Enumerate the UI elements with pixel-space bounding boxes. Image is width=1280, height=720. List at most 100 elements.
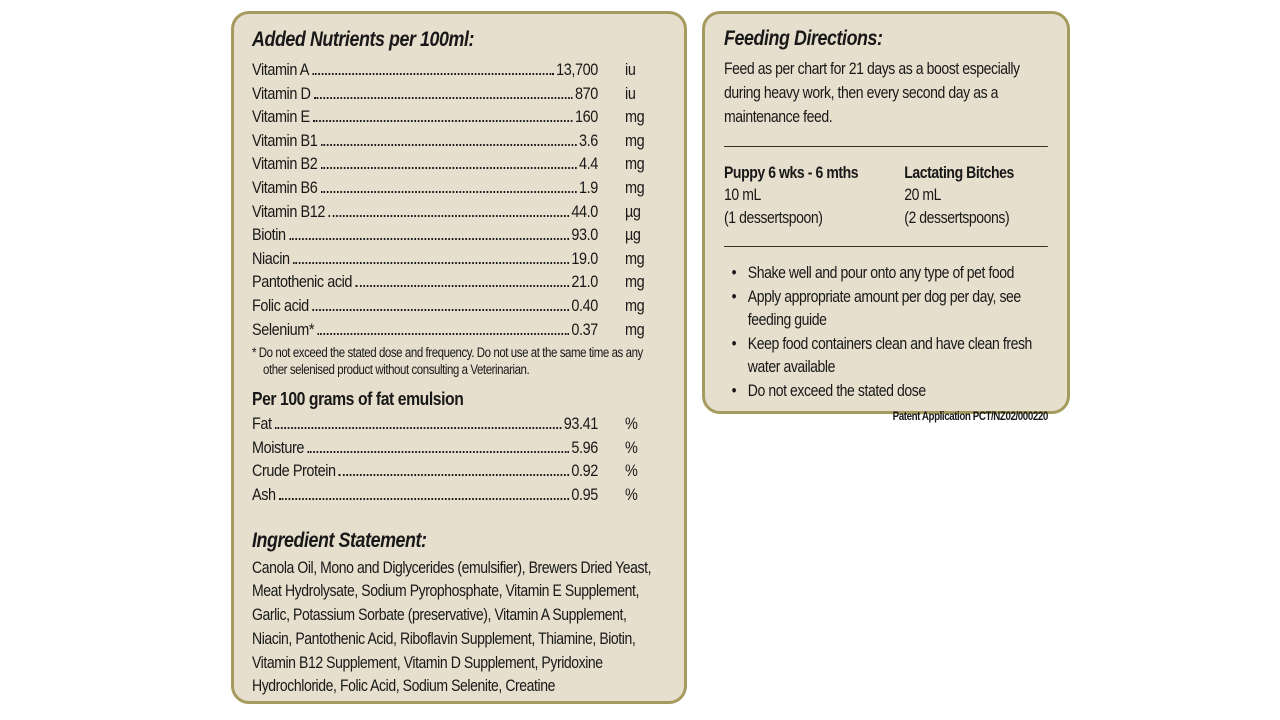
divider <box>724 246 1048 247</box>
nutrient-unit: iu <box>625 83 636 103</box>
nutrient-unit: mg <box>625 177 645 197</box>
dose-amount: 10 mL <box>724 186 761 204</box>
nutrient-name: Vitamin B1 <box>252 130 318 150</box>
nutrient-row: Vitamin D 870 iu <box>252 82 666 106</box>
feeding-notes-list: • Shake well and pour onto any type of p… <box>724 262 1048 404</box>
nutrient-row: Vitamin B12 44.0 µg <box>252 200 666 224</box>
nutrient-value: 4.4 <box>579 154 598 174</box>
nutrient-value: 3.6 <box>579 130 598 150</box>
patent-number: Patent Application PCT/NZ02/000220 <box>892 410 1049 423</box>
nutrient-name: Vitamin A <box>252 60 309 79</box>
nutrient-row: Vitamin A 13,700 iu <box>252 58 666 82</box>
nutrient-unit: µg <box>625 201 641 221</box>
nutrient-value: 13,700 <box>556 60 598 79</box>
dot-leader <box>279 497 569 500</box>
dot-leader <box>307 450 569 453</box>
nutrient-name: Selenium* <box>252 319 315 339</box>
emulsion-row: Ash 0.95 % <box>252 483 666 507</box>
nutrient-row: Biotin 93.0 µg <box>252 223 666 247</box>
dot-leader <box>313 96 573 99</box>
nutrient-value: 44.0 <box>571 201 598 221</box>
nutrient-value: 1.9 <box>579 177 598 197</box>
emulsion-unit: % <box>625 437 638 457</box>
dot-leader <box>289 238 569 241</box>
emulsion-name: Ash <box>252 484 276 504</box>
nutrition-panel-content: Added Nutrients per 100ml: Vitamin A 13,… <box>252 27 666 699</box>
feeding-note-item: • Do not exceed the stated dose <box>724 380 1048 404</box>
nutrient-unit: mg <box>625 272 645 292</box>
fat-emulsion-title: Per 100 grams of fat emulsion <box>252 388 464 410</box>
feeding-directions-title: Feeding Directions: <box>724 27 883 50</box>
nutrient-name: Vitamin B6 <box>252 177 318 197</box>
nutrient-unit: µg <box>625 225 641 245</box>
nutrient-value: 0.40 <box>571 295 598 315</box>
dot-leader <box>293 261 569 264</box>
nutrient-name: Vitamin B12 <box>252 201 325 221</box>
emulsion-value: 5.96 <box>571 437 598 457</box>
feeding-directions-panel: Feeding Directions: Feed as per chart fo… <box>702 11 1070 423</box>
dose-column: Lactating Bitches 20 mL (2 dessertspoons… <box>904 162 1014 229</box>
nutrient-name: Niacin <box>252 248 290 268</box>
emulsion-row: Fat 93.41 % <box>252 412 666 436</box>
dot-leader <box>320 167 577 170</box>
dot-leader <box>320 190 577 193</box>
emulsion-name: Fat <box>252 414 272 434</box>
fat-emulsion-table: Fat 93.41 % Moisture 5.96 % Crude Protei… <box>252 412 666 506</box>
nutrient-unit: iu <box>625 60 636 79</box>
emulsion-unit: % <box>625 414 638 434</box>
nutrient-value: 21.0 <box>571 272 598 292</box>
ingredient-list: Canola Oil, Mono and Diglycerides (emuls… <box>252 558 652 696</box>
nutrient-row: Vitamin B2 4.4 mg <box>252 152 666 176</box>
feeding-note-text: Keep food containers clean and have clea… <box>747 334 1033 377</box>
dose-amount: 20 mL <box>904 186 942 204</box>
nutrient-name: Biotin <box>252 225 286 245</box>
feeding-note-item: • Shake well and pour onto any type of p… <box>724 262 1048 286</box>
feeding-panel-content: Feeding Directions: Feed as per chart fo… <box>724 26 1048 423</box>
emulsion-unit: % <box>625 461 638 481</box>
nutrient-unit: mg <box>625 319 645 339</box>
added-nutrients-title: Added Nutrients per 100ml: <box>252 28 475 51</box>
nutrient-name: Vitamin D <box>252 83 311 103</box>
bullet-icon: • <box>731 264 737 282</box>
feeding-note-text: Apply appropriate amount per dog per day… <box>747 287 1021 330</box>
ingredient-statement-title: Ingredient Statement: <box>252 528 427 552</box>
nutrient-row: Vitamin B1 3.6 mg <box>252 129 666 153</box>
dot-leader <box>339 474 569 477</box>
nutrient-value: 160 <box>574 107 598 127</box>
nutrient-row: Niacin 19.0 mg <box>252 247 666 271</box>
nutrient-row: Vitamin B6 1.9 mg <box>252 176 666 200</box>
emulsion-name: Moisture <box>252 437 305 457</box>
feeding-note-item: • Apply appropriate amount per dog per d… <box>724 286 1048 333</box>
feeding-intro: Feed as per chart for 21 days as a boost… <box>724 60 1020 126</box>
dose-spoon: (2 dessertspoons) <box>904 208 1010 227</box>
emulsion-value: 0.95 <box>571 484 598 504</box>
dot-leader <box>312 308 569 311</box>
nutrient-unit: mg <box>625 295 645 315</box>
dose-heading: Puppy 6 wks - 6 mths <box>724 164 859 182</box>
nutrient-row: Selenium* 0.37 mg <box>252 318 666 342</box>
nutrient-unit: mg <box>625 107 645 127</box>
emulsion-row: Moisture 5.96 % <box>252 436 666 460</box>
dot-leader <box>320 143 577 146</box>
nutrient-value: 93.0 <box>571 225 598 245</box>
nutrients-table: Vitamin A 13,700 iu Vitamin D 870 iu Vit… <box>252 58 666 341</box>
dose-columns: Puppy 6 wks - 6 mths 10 mL (1 dessertspo… <box>724 162 1048 229</box>
nutrient-row: Vitamin E 160 mg <box>252 105 666 129</box>
feeding-note-text: Shake well and pour onto any type of pet… <box>747 264 1015 282</box>
bullet-icon: • <box>731 381 737 400</box>
dot-leader <box>317 332 569 335</box>
emulsion-name: Crude Protein <box>252 461 336 481</box>
feeding-note-item: • Keep food containers clean and have cl… <box>724 333 1048 380</box>
divider <box>724 146 1048 147</box>
nutrient-value: 870 <box>574 83 598 103</box>
nutrient-row: Pantothenic acid 21.0 mg <box>252 270 666 294</box>
nutrient-value: 19.0 <box>571 248 598 268</box>
bullet-icon: • <box>731 287 737 306</box>
emulsion-row: Crude Protein 0.92 % <box>252 459 666 483</box>
nutrient-name: Vitamin E <box>252 107 310 127</box>
nutrient-row: Folic acid 0.40 mg <box>252 294 666 318</box>
emulsion-value: 93.41 <box>563 414 598 434</box>
selenium-footnote: * Do not exceed the stated dose and freq… <box>252 345 643 377</box>
feeding-note-text: Do not exceed the stated dose <box>747 381 926 400</box>
dot-leader <box>355 285 569 288</box>
